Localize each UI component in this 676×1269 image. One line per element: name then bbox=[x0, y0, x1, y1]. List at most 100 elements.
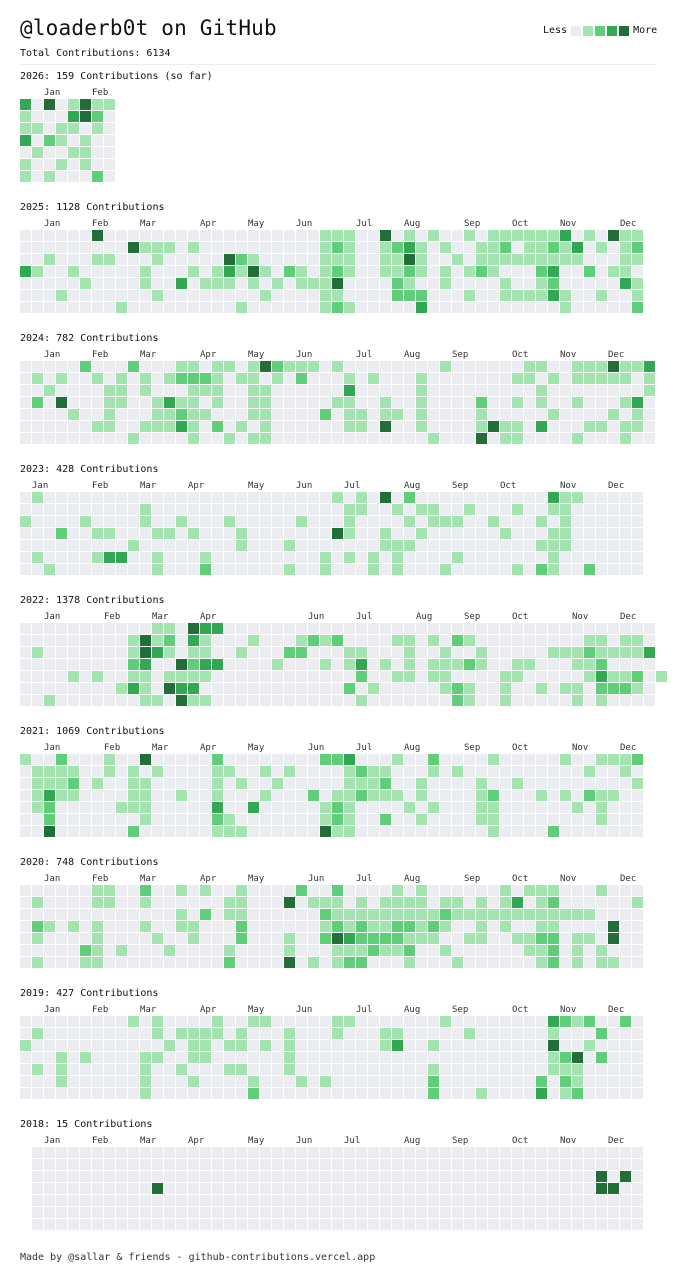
contribution-day[interactable] bbox=[524, 1195, 535, 1206]
contribution-day[interactable] bbox=[32, 1207, 43, 1218]
contribution-day[interactable] bbox=[584, 266, 595, 277]
contribution-day[interactable] bbox=[200, 790, 211, 801]
contribution-day[interactable] bbox=[248, 933, 259, 944]
contribution-day[interactable] bbox=[284, 897, 295, 908]
contribution-day[interactable] bbox=[200, 1028, 211, 1039]
contribution-day[interactable] bbox=[404, 790, 415, 801]
contribution-day[interactable] bbox=[128, 552, 139, 563]
contribution-day[interactable] bbox=[488, 885, 499, 896]
contribution-day[interactable] bbox=[284, 1195, 295, 1206]
contribution-day[interactable] bbox=[296, 564, 307, 575]
contribution-day[interactable] bbox=[464, 1195, 475, 1206]
contribution-day[interactable] bbox=[608, 683, 619, 694]
contribution-day[interactable] bbox=[344, 1040, 355, 1051]
contribution-day[interactable] bbox=[344, 945, 355, 956]
contribution-day[interactable] bbox=[296, 659, 307, 670]
contribution-day[interactable] bbox=[20, 885, 31, 896]
contribution-day[interactable] bbox=[500, 492, 511, 503]
contribution-day[interactable] bbox=[152, 1076, 163, 1087]
contribution-day[interactable] bbox=[392, 921, 403, 932]
contribution-day[interactable] bbox=[620, 242, 631, 253]
contribution-day[interactable] bbox=[332, 1219, 343, 1230]
contribution-day[interactable] bbox=[404, 1016, 415, 1027]
contribution-day[interactable] bbox=[176, 802, 187, 813]
contribution-day[interactable] bbox=[92, 1147, 103, 1158]
contribution-day[interactable] bbox=[608, 492, 619, 503]
contribution-day[interactable] bbox=[92, 897, 103, 908]
contribution-day[interactable] bbox=[32, 766, 43, 777]
contribution-day[interactable] bbox=[524, 695, 535, 706]
contribution-day[interactable] bbox=[464, 397, 475, 408]
contribution-day[interactable] bbox=[56, 159, 67, 170]
contribution-day[interactable] bbox=[332, 552, 343, 563]
contribution-day[interactable] bbox=[428, 230, 439, 241]
contribution-day[interactable] bbox=[572, 552, 583, 563]
contribution-day[interactable] bbox=[140, 802, 151, 813]
contribution-day[interactable] bbox=[608, 778, 619, 789]
contribution-day[interactable] bbox=[32, 433, 43, 444]
contribution-day[interactable] bbox=[620, 1219, 631, 1230]
contribution-day[interactable] bbox=[608, 766, 619, 777]
contribution-day[interactable] bbox=[476, 397, 487, 408]
contribution-day[interactable] bbox=[44, 159, 55, 170]
contribution-day[interactable] bbox=[284, 933, 295, 944]
contribution-day[interactable] bbox=[560, 826, 571, 837]
contribution-day[interactable] bbox=[152, 278, 163, 289]
contribution-day[interactable] bbox=[92, 814, 103, 825]
contribution-day[interactable] bbox=[200, 623, 211, 634]
contribution-day[interactable] bbox=[92, 421, 103, 432]
contribution-day[interactable] bbox=[260, 754, 271, 765]
contribution-day[interactable] bbox=[452, 1028, 463, 1039]
contribution-day[interactable] bbox=[332, 695, 343, 706]
contribution-day[interactable] bbox=[620, 647, 631, 658]
contribution-day[interactable] bbox=[428, 433, 439, 444]
contribution-day[interactable] bbox=[584, 1052, 595, 1063]
contribution-day[interactable] bbox=[104, 1016, 115, 1027]
contribution-day[interactable] bbox=[512, 361, 523, 372]
contribution-day[interactable] bbox=[416, 1028, 427, 1039]
contribution-day[interactable] bbox=[392, 421, 403, 432]
contribution-day[interactable] bbox=[320, 897, 331, 908]
contribution-day[interactable] bbox=[356, 778, 367, 789]
contribution-day[interactable] bbox=[80, 540, 91, 551]
contribution-day[interactable] bbox=[308, 933, 319, 944]
contribution-day[interactable] bbox=[560, 647, 571, 658]
contribution-day[interactable] bbox=[128, 504, 139, 515]
contribution-day[interactable] bbox=[380, 433, 391, 444]
contribution-day[interactable] bbox=[212, 1040, 223, 1051]
contribution-day[interactable] bbox=[644, 409, 655, 420]
contribution-day[interactable] bbox=[104, 302, 115, 313]
contribution-day[interactable] bbox=[512, 1207, 523, 1218]
contribution-day[interactable] bbox=[596, 564, 607, 575]
contribution-day[interactable] bbox=[164, 647, 175, 658]
contribution-day[interactable] bbox=[392, 504, 403, 515]
contribution-day[interactable] bbox=[536, 826, 547, 837]
contribution-day[interactable] bbox=[200, 540, 211, 551]
contribution-day[interactable] bbox=[560, 1064, 571, 1075]
contribution-day[interactable] bbox=[116, 242, 127, 253]
contribution-day[interactable] bbox=[56, 1040, 67, 1051]
contribution-day[interactable] bbox=[32, 552, 43, 563]
contribution-day[interactable] bbox=[548, 683, 559, 694]
contribution-day[interactable] bbox=[272, 528, 283, 539]
contribution-day[interactable] bbox=[584, 790, 595, 801]
contribution-day[interactable] bbox=[80, 921, 91, 932]
contribution-day[interactable] bbox=[332, 957, 343, 968]
contribution-day[interactable] bbox=[548, 290, 559, 301]
contribution-day[interactable] bbox=[272, 242, 283, 253]
contribution-day[interactable] bbox=[188, 516, 199, 527]
contribution-day[interactable] bbox=[92, 266, 103, 277]
contribution-day[interactable] bbox=[584, 671, 595, 682]
contribution-day[interactable] bbox=[128, 242, 139, 253]
contribution-day[interactable] bbox=[488, 1028, 499, 1039]
contribution-day[interactable] bbox=[164, 528, 175, 539]
contribution-day[interactable] bbox=[260, 945, 271, 956]
contribution-day[interactable] bbox=[128, 278, 139, 289]
contribution-day[interactable] bbox=[320, 1052, 331, 1063]
contribution-day[interactable] bbox=[116, 290, 127, 301]
contribution-day[interactable] bbox=[260, 921, 271, 932]
contribution-day[interactable] bbox=[416, 1183, 427, 1194]
contribution-day[interactable] bbox=[272, 290, 283, 301]
contribution-day[interactable] bbox=[152, 1016, 163, 1027]
contribution-day[interactable] bbox=[260, 790, 271, 801]
